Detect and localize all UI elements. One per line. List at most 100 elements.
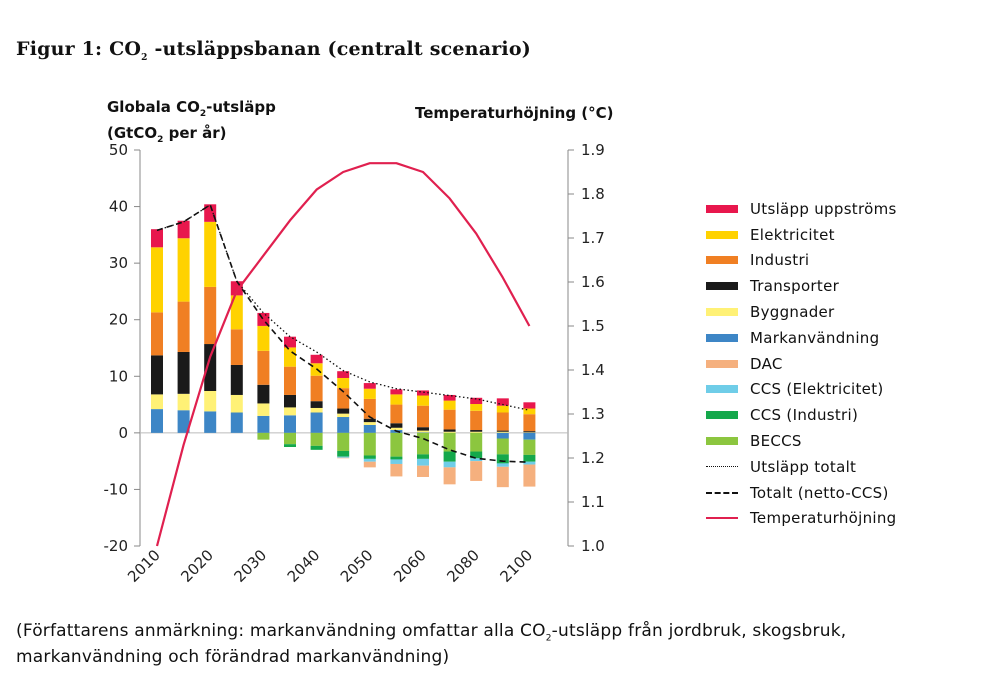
total-emissions-line xyxy=(156,203,530,411)
bar-industry xyxy=(151,312,163,356)
chart-legend: Utsläpp uppströms Elektricitet Industri Tra… xyxy=(706,196,897,531)
bar-beccs xyxy=(496,438,509,455)
bar-land xyxy=(204,411,217,433)
bar-buildings xyxy=(363,422,376,425)
bar-electricity xyxy=(204,221,217,287)
bar-dac xyxy=(337,457,350,459)
bar-ccs-ind xyxy=(284,444,296,447)
bar-upstream xyxy=(151,229,163,248)
bar-land xyxy=(310,412,323,433)
bar-buildings xyxy=(204,390,217,412)
bar-electricity xyxy=(337,377,350,389)
legend-label: Byggnader xyxy=(750,303,835,322)
bar-upstream xyxy=(443,394,456,401)
bar-buildings xyxy=(443,431,456,433)
bar-buildings xyxy=(151,394,163,410)
bar-land xyxy=(363,424,376,433)
left-tick-label: 10 xyxy=(109,367,128,385)
bar-upstream xyxy=(496,398,509,406)
legend-swatch xyxy=(706,359,738,368)
legend-label: BECCS xyxy=(750,432,802,451)
bar-beccs xyxy=(390,432,403,457)
legend-item: Byggnader xyxy=(706,299,897,325)
bar-buildings xyxy=(284,407,296,416)
legend-swatch xyxy=(706,385,738,394)
bar-transport xyxy=(496,430,509,432)
bar-transport xyxy=(390,423,403,428)
figure-title: Figur 1: CO2 -utsläppsbanan (centralt sc… xyxy=(16,38,531,63)
right-axis-title: Temperaturhöjning (°C) xyxy=(415,104,614,122)
right-tick-label: 1.2 xyxy=(581,449,605,467)
bar-electricity xyxy=(470,404,483,411)
x-tick-label: 2020 xyxy=(177,546,217,586)
bar-industry xyxy=(363,398,376,419)
legend-swatch xyxy=(706,282,738,291)
x-tick-label: 2050 xyxy=(337,546,377,586)
bar-electricity xyxy=(284,347,296,367)
left-tick-label: -20 xyxy=(104,537,129,555)
legend-item: Utsläpp totalt xyxy=(706,454,897,480)
bar-industry xyxy=(204,286,217,345)
bar-transport xyxy=(257,384,270,404)
bar-industry xyxy=(284,366,296,395)
bar-ccs-elec xyxy=(496,463,509,467)
right-tick-label: 1.1 xyxy=(581,493,605,511)
bar-beccs xyxy=(523,439,536,455)
bar-upstream xyxy=(310,354,323,364)
bar-ccs-ind xyxy=(417,454,429,459)
right-tick-label: 1.7 xyxy=(581,229,605,247)
bar-beccs xyxy=(310,432,323,446)
bar-buildings xyxy=(337,413,350,418)
right-tick-label: 1.9 xyxy=(581,141,605,159)
bar-ccs-elec xyxy=(417,458,429,466)
bar-dac xyxy=(417,465,429,477)
bar-ccs-ind xyxy=(496,454,509,464)
legend-item: Industri xyxy=(706,248,897,274)
bar-ccs-elec xyxy=(390,459,403,464)
right-tick-label: 1.5 xyxy=(581,317,605,335)
left-tick-label: 40 xyxy=(109,198,128,216)
bar-industry xyxy=(310,375,323,402)
author-note: (Författarens anmärkning: markanvändning… xyxy=(16,621,847,668)
bar-electricity xyxy=(363,388,376,399)
bar-ccs-ind xyxy=(443,451,456,462)
bar-electricity xyxy=(151,247,163,313)
bar-electricity xyxy=(443,400,456,410)
bar-beccs xyxy=(470,432,483,452)
bar-buildings xyxy=(390,427,403,431)
bar-ccs-ind xyxy=(523,454,536,462)
legend-label: Elektricitet xyxy=(750,225,835,244)
legend-swatch xyxy=(706,437,738,446)
bar-dac xyxy=(470,461,483,481)
x-tick-label: 2080 xyxy=(443,546,483,586)
bar-industry xyxy=(443,409,456,430)
bar-dac xyxy=(443,467,456,485)
legend-item: BECCS xyxy=(706,428,897,454)
x-tick-label: 2100 xyxy=(496,546,536,586)
bar-upstream xyxy=(470,397,483,405)
bar-buildings xyxy=(496,431,509,433)
legend-swatch xyxy=(706,333,738,342)
bar-upstream xyxy=(284,336,296,348)
left-axis-title: Globala CO2-utsläpp (GtCO2 per år) xyxy=(107,98,276,145)
bar-industry xyxy=(417,405,429,428)
bar-upstream xyxy=(177,220,190,239)
bar-buildings xyxy=(257,403,270,416)
legend-label: Industri xyxy=(750,251,810,270)
bar-electricity xyxy=(177,238,190,302)
legend-label: CCS (Industri) xyxy=(750,406,859,425)
bar-transport xyxy=(337,408,350,414)
legend-label: Utsläpp totalt xyxy=(750,457,857,476)
bar-transport xyxy=(204,344,217,391)
bar-dac xyxy=(363,461,376,468)
bar-transport xyxy=(523,431,536,433)
bar-ccs-ind xyxy=(363,455,376,459)
left-tick-label: 50 xyxy=(109,141,128,159)
temperature-line xyxy=(155,162,531,547)
right-tick-label: 1.8 xyxy=(581,185,605,203)
bar-buildings xyxy=(310,407,323,413)
bar-land xyxy=(257,415,270,433)
bar-upstream xyxy=(390,389,403,395)
bar-electricity xyxy=(390,394,403,405)
bar-industry xyxy=(257,350,270,385)
